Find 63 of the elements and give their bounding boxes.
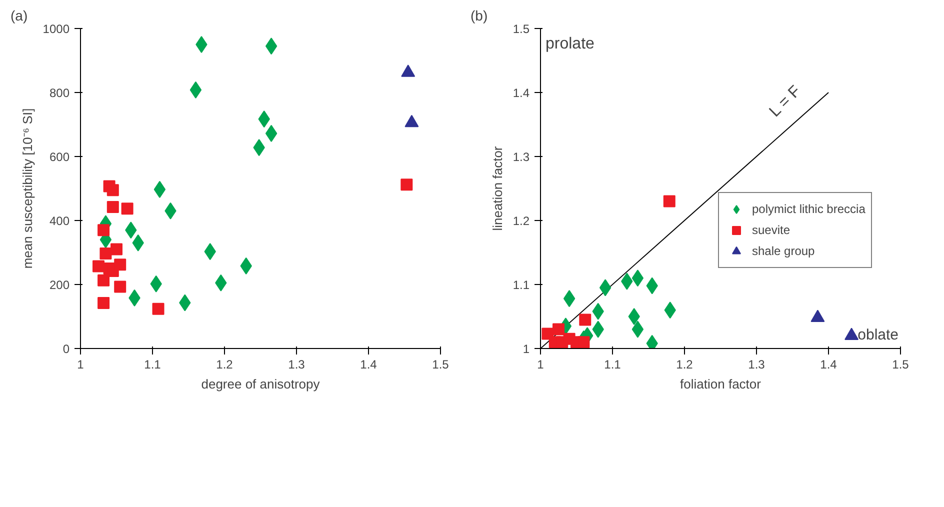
- x-tick-label: 1.2: [216, 358, 234, 372]
- point: [196, 36, 208, 53]
- point: [154, 180, 166, 198]
- point: [563, 290, 576, 308]
- x-tick-label: 1.4: [820, 358, 838, 372]
- point: [663, 195, 676, 208]
- x-tick-label: 1: [77, 358, 84, 372]
- x-tick-label: 1.1: [604, 358, 622, 372]
- y-tick-label: 1000: [42, 22, 70, 36]
- x-tick-label: 1.5: [432, 358, 450, 372]
- point: [190, 81, 202, 98]
- y-axis-title: mean susceptibility [10⁻⁶ SI]: [20, 108, 35, 269]
- point: [265, 124, 278, 142]
- point: [632, 270, 644, 287]
- y-tick-label: 400: [49, 214, 70, 228]
- point: [632, 320, 644, 338]
- point: [98, 224, 110, 236]
- point: [98, 274, 110, 286]
- x-tick-label: 1.3: [288, 358, 306, 372]
- point: [552, 323, 564, 336]
- point: [121, 202, 134, 215]
- y-tick-label: 1.3: [512, 150, 530, 164]
- y-tick-label: 1.5: [512, 22, 530, 36]
- text: (b): [470, 8, 488, 24]
- y-tick-label: 1: [522, 342, 530, 356]
- y-tick-label: 1.4: [512, 86, 530, 100]
- x-axis-title: foliation factor: [680, 376, 762, 392]
- text: (a): [10, 8, 28, 24]
- point: [400, 178, 413, 191]
- point: [106, 184, 119, 196]
- annotation: L = F: [766, 82, 804, 120]
- y-tick-label: 800: [49, 86, 70, 100]
- x-tick-label: 1.4: [360, 358, 378, 372]
- point: [114, 280, 126, 293]
- annotation: oblate: [858, 326, 899, 344]
- point: [114, 258, 126, 271]
- point: [599, 279, 612, 296]
- y-tick-label: 600: [49, 150, 70, 164]
- point: [106, 201, 119, 214]
- legend-label: shale group: [752, 244, 815, 258]
- x-tick-label: 1.2: [676, 358, 694, 372]
- point: [265, 38, 278, 55]
- x-tick-label: 1.1: [144, 358, 162, 372]
- annotation: prolate: [546, 36, 595, 52]
- legend-label: suevite: [752, 223, 790, 237]
- point: [578, 336, 590, 348]
- y-axis-title: lineation factor: [490, 146, 505, 231]
- point: [98, 297, 110, 310]
- x-tick-label: 1.3: [748, 358, 766, 372]
- y-tick-label: 1.1: [512, 278, 530, 292]
- x-tick-label: 1.5: [892, 358, 910, 372]
- y-tick-label: 200: [49, 278, 70, 292]
- y-tick-label: 0: [62, 342, 70, 356]
- point: [100, 247, 112, 260]
- point: [110, 243, 122, 256]
- y-tick-label: 1.2: [512, 214, 530, 228]
- point: [628, 308, 640, 325]
- x-tick-label: 1: [537, 358, 544, 372]
- legend-label: polymict lithic breccia: [752, 202, 866, 216]
- x-axis-title: degree of anisotropy: [201, 376, 320, 392]
- point: [92, 260, 104, 272]
- point: [152, 302, 164, 315]
- point: [579, 314, 592, 326]
